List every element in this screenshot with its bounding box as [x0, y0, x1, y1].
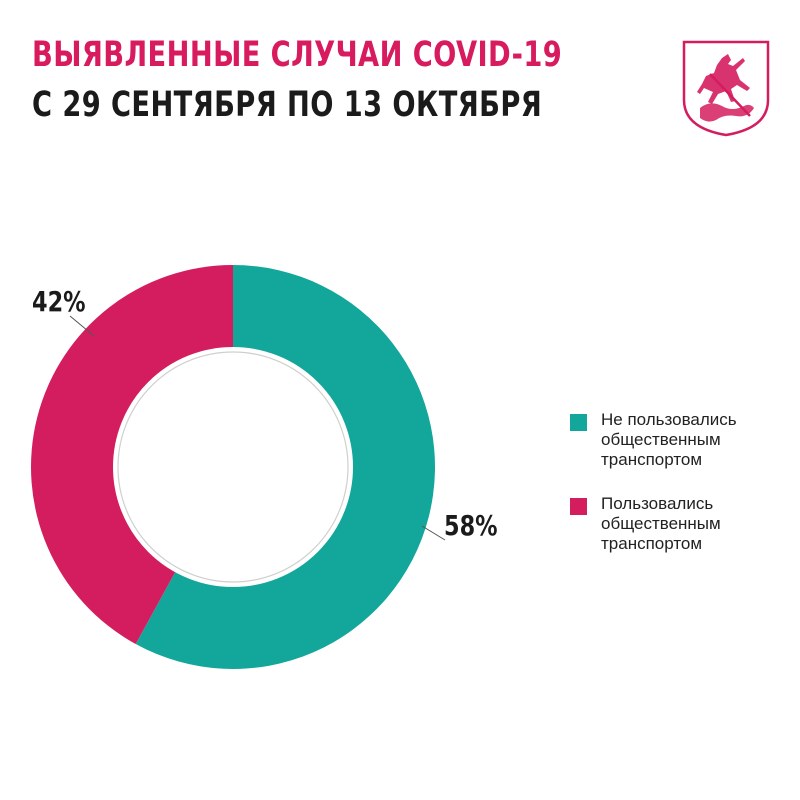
title-line-1: ВЫЯВЛЕННЫЕ СЛУЧАИ COVID-19 [32, 35, 563, 75]
legend-label: Пользовались общественным транспортом [601, 494, 721, 553]
legend-item: Пользовались общественным транспортом [570, 494, 790, 554]
data-label: 42% [32, 284, 86, 317]
moscow-coat-of-arms-icon [682, 40, 770, 137]
donut-hole [113, 347, 353, 587]
data-label: 58% [444, 508, 498, 541]
legend-label: Не пользовались общественным транспортом [601, 410, 737, 469]
legend-item: Не пользовались общественным транспортом [570, 410, 790, 470]
chart-legend: Не пользовались общественным транспортом… [570, 410, 790, 578]
chart-title: ВЫЯВЛЕННЫЕ СЛУЧАИ COVID-19 С 29 СЕНТЯБРЯ… [32, 30, 562, 130]
leader-line [69, 315, 95, 337]
donut-hole-outline [117, 351, 349, 583]
leader-line [421, 525, 446, 541]
donut-slice [135, 265, 435, 670]
title-line-2: С 29 СЕНТЯБРЯ ПО 13 ОКТЯБРЯ [32, 85, 543, 125]
legend-swatch [570, 498, 587, 515]
legend-swatch [570, 414, 587, 431]
